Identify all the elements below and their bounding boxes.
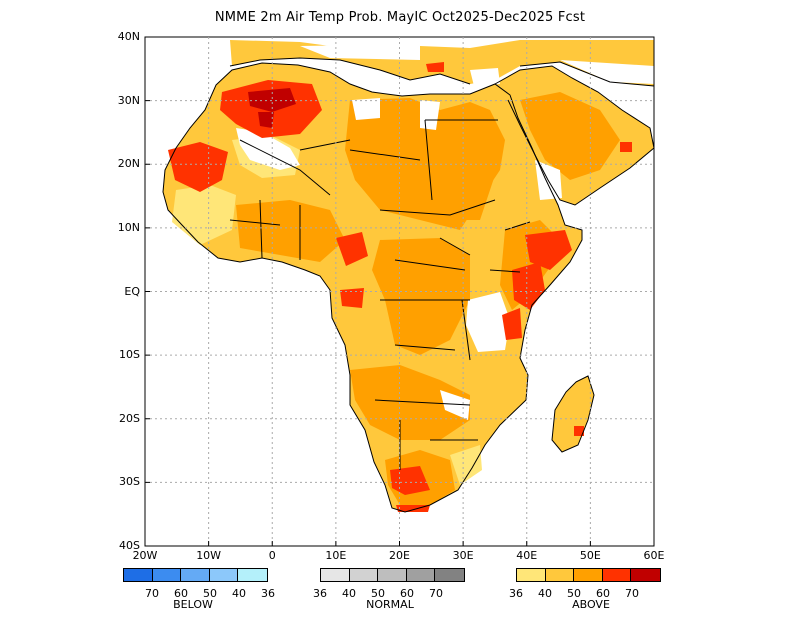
lon-label: 0	[268, 549, 276, 562]
frame-ticks	[144, 36, 655, 547]
lat-label: 10S	[119, 348, 140, 362]
below-tick-label: 50	[203, 587, 217, 600]
below-swatch	[181, 569, 210, 581]
above-swatch	[574, 569, 603, 581]
lat-label: EQ	[124, 284, 140, 298]
lon-label: 60E	[643, 549, 665, 562]
lat-label: 20S	[119, 411, 140, 425]
below-swatch	[238, 569, 268, 581]
below-swatch	[209, 569, 239, 581]
lon-label: 10W	[196, 549, 222, 562]
lat-label: 20N	[117, 157, 140, 171]
lat-label: 40N	[117, 30, 140, 43]
lon-label: 40E	[516, 549, 538, 562]
above-70-patches	[248, 88, 296, 128]
below-swatch	[152, 569, 182, 581]
normal-swatch	[321, 569, 350, 581]
lon-label: 20E	[389, 549, 410, 562]
lat-label: 30N	[117, 93, 140, 107]
below-tick-label: 60	[174, 587, 188, 600]
lat-label: 30S	[119, 475, 140, 489]
below-swatch	[124, 569, 153, 581]
map-title: NMME 2m Air Temp Prob. MayIC Oct2025-Dec…	[214, 10, 586, 25]
below-tick-label: 36	[261, 587, 275, 600]
normal-swatch	[435, 569, 465, 581]
lon-label: 30E	[452, 549, 474, 562]
above-tick-label: 36	[509, 587, 523, 600]
lat-label: 10N	[117, 220, 140, 234]
coastlines	[162, 57, 654, 513]
normal-tick-label: 70	[429, 587, 443, 600]
normal-swatch	[349, 569, 379, 581]
above-swatch	[602, 569, 632, 581]
normal-tick-label: 40	[342, 587, 356, 600]
above-colorbar	[516, 568, 661, 582]
below-colorbar	[123, 568, 268, 582]
normal-tick-label: 36	[313, 587, 327, 600]
below-tick-label: 70	[145, 587, 159, 600]
normal-swatch	[406, 569, 436, 581]
normal-tick-label: 50	[371, 587, 385, 600]
above-swatch	[631, 569, 661, 581]
normal-label: NORMAL	[366, 598, 414, 611]
normal-colorbar	[320, 568, 465, 582]
normal-tick-label: 60	[400, 587, 414, 600]
lon-label: 10E	[325, 549, 347, 562]
above-tick-label: 60	[596, 587, 610, 600]
madagascar-landmass	[552, 376, 594, 452]
lon-label: 20W	[132, 549, 158, 562]
lon-label: 50E	[579, 549, 601, 562]
above-swatch	[517, 569, 546, 581]
above-tick-label: 40	[538, 587, 552, 600]
lat-label: 40S	[119, 539, 140, 552]
above-tick-label: 50	[567, 587, 581, 600]
below-label: BELOW	[173, 598, 213, 611]
above-swatch	[545, 569, 575, 581]
below-tick-label: 40	[232, 587, 246, 600]
normal-swatch	[378, 569, 407, 581]
above-label: ABOVE	[572, 598, 610, 611]
above-tick-label: 70	[625, 587, 639, 600]
